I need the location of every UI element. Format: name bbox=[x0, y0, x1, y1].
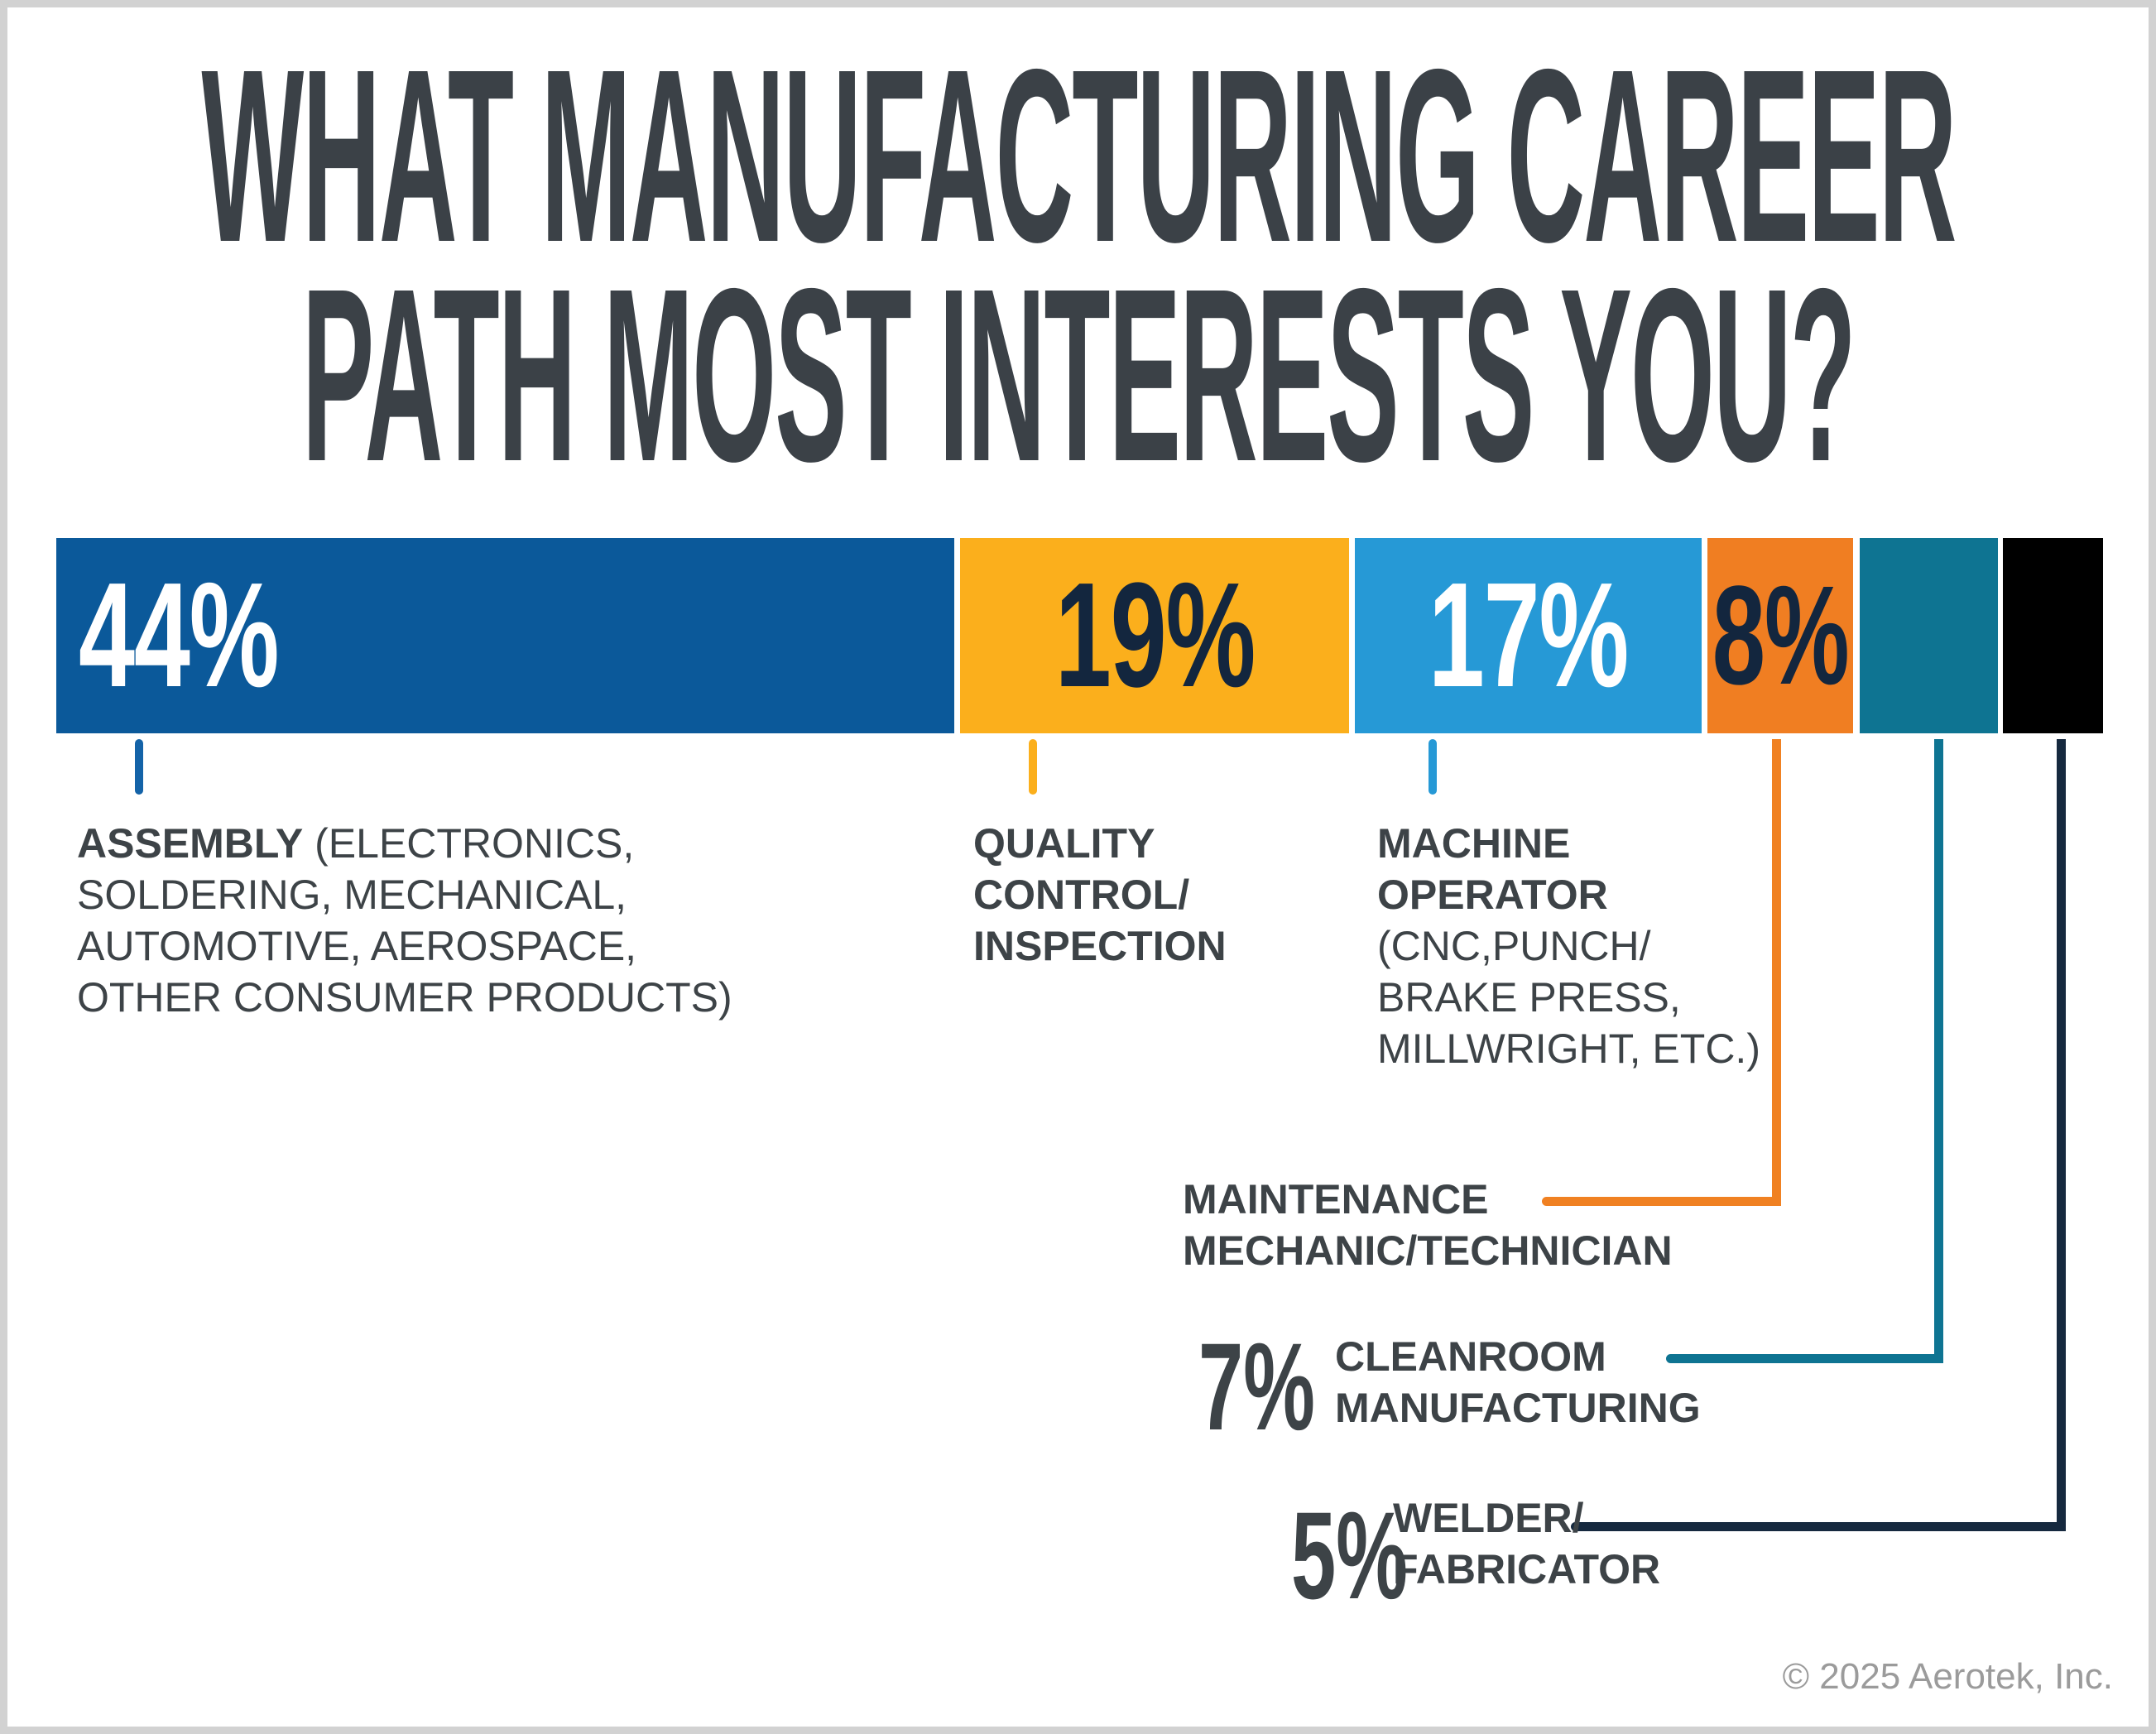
bar-segment-maintenance-mechanic: 8% bbox=[1707, 538, 1853, 733]
cleanroom-connector-vertical bbox=[1934, 739, 1943, 1363]
segment-value-quality-control: 19% bbox=[1054, 552, 1256, 718]
label-quality-control: QUALITY CONTROL/ INSPECTION bbox=[973, 818, 1227, 972]
page-title-line2-text: PATH MOST INTERESTS YOU? bbox=[301, 238, 1856, 513]
bar-segment-welder bbox=[2003, 538, 2103, 733]
label-quality-line1: QUALITY bbox=[973, 820, 1155, 867]
page-title-line2: PATH MOST INTERESTS YOU? bbox=[0, 252, 2156, 499]
label-machine-line3: (CNC,PUNCH/ bbox=[1377, 923, 1651, 969]
page-title-line1: WHAT MANUFACTURING CAREER bbox=[0, 33, 2156, 280]
label-assembly-bold: ASSEMBLY bbox=[77, 820, 304, 867]
page-title-line1-text: WHAT MANUFACTURING CAREER bbox=[201, 18, 1957, 294]
label-welder-line2: FABRICATOR bbox=[1393, 1546, 1661, 1592]
maintenance-connector-horizontal bbox=[1542, 1197, 1781, 1206]
label-welder: WELDER/ FABRICATOR bbox=[1393, 1492, 1660, 1595]
segment-value-maintenance-mechanic: 8% bbox=[1712, 557, 1850, 714]
welder-connector-vertical bbox=[2057, 739, 2066, 1531]
label-maintenance-mechanic: MAINTENANCE MECHANIC/TECHNICIAN bbox=[1183, 1174, 1673, 1276]
copyright-text: © 2025 Aerotek, Inc. bbox=[1782, 1656, 2113, 1697]
label-maintenance-line1: MAINTENANCE bbox=[1183, 1176, 1489, 1222]
label-maintenance-line2: MECHANIC/TECHNICIAN bbox=[1183, 1227, 1673, 1274]
label-welder-line1: WELDER/ bbox=[1393, 1495, 1584, 1541]
label-machine-line5: MILLWRIGHT, ETC.) bbox=[1377, 1026, 1760, 1072]
machine-tick-line bbox=[1429, 739, 1437, 795]
cleanroom-connector-horizontal bbox=[1666, 1354, 1943, 1363]
cleanroom-percentage: 7% bbox=[1198, 1317, 1315, 1456]
label-cleanroom-line2: MANUFACTURING bbox=[1335, 1385, 1701, 1431]
label-machine-line2: OPERATOR bbox=[1377, 872, 1608, 918]
welder-connector-horizontal bbox=[1571, 1522, 2066, 1531]
label-cleanroom: CLEANROOM MANUFACTURING bbox=[1335, 1331, 1701, 1434]
label-assembly-line3: AUTOMOTIVE, AEROSPACE, bbox=[77, 923, 637, 969]
label-assembly-line2: SOLDERING, MECHANICAL, bbox=[77, 872, 627, 918]
bar-segment-quality-control: 19% bbox=[960, 538, 1349, 733]
label-machine-line1: MACHINE bbox=[1377, 820, 1571, 867]
label-assembly-line1: ASSEMBLY (ELECTRONICS, bbox=[77, 818, 732, 869]
segment-value-assembly: 44% bbox=[79, 552, 280, 718]
welder-percentage: 5% bbox=[1291, 1486, 1408, 1625]
maintenance-connector-vertical bbox=[1772, 739, 1781, 1206]
label-assembly-line1-rest: (ELECTRONICS, bbox=[303, 820, 635, 867]
label-assembly-line4: OTHER CONSUMER PRODUCTS) bbox=[77, 974, 732, 1021]
quality-tick-line bbox=[1029, 739, 1037, 795]
label-quality-line2: CONTROL/ bbox=[973, 872, 1190, 918]
label-machine-line4: BRAKE PRESS, bbox=[1377, 974, 1681, 1021]
stacked-bar-chart: 44% 19% 17% 8% bbox=[0, 538, 2156, 733]
bar-segment-cleanroom bbox=[1860, 538, 1998, 733]
assembly-tick-line bbox=[135, 739, 143, 795]
label-quality-line3: INSPECTION bbox=[973, 923, 1227, 969]
label-machine-operator: MACHINE OPERATOR (CNC,PUNCH/ BRAKE PRESS… bbox=[1377, 818, 1760, 1074]
label-cleanroom-line1: CLEANROOM bbox=[1335, 1333, 1606, 1380]
bar-segment-assembly: 44% bbox=[56, 538, 954, 733]
segment-value-machine-operator: 17% bbox=[1428, 552, 1630, 718]
label-assembly: ASSEMBLY (ELECTRONICS, SOLDERING, MECHAN… bbox=[77, 818, 732, 1023]
bar-segment-machine-operator: 17% bbox=[1355, 538, 1702, 733]
